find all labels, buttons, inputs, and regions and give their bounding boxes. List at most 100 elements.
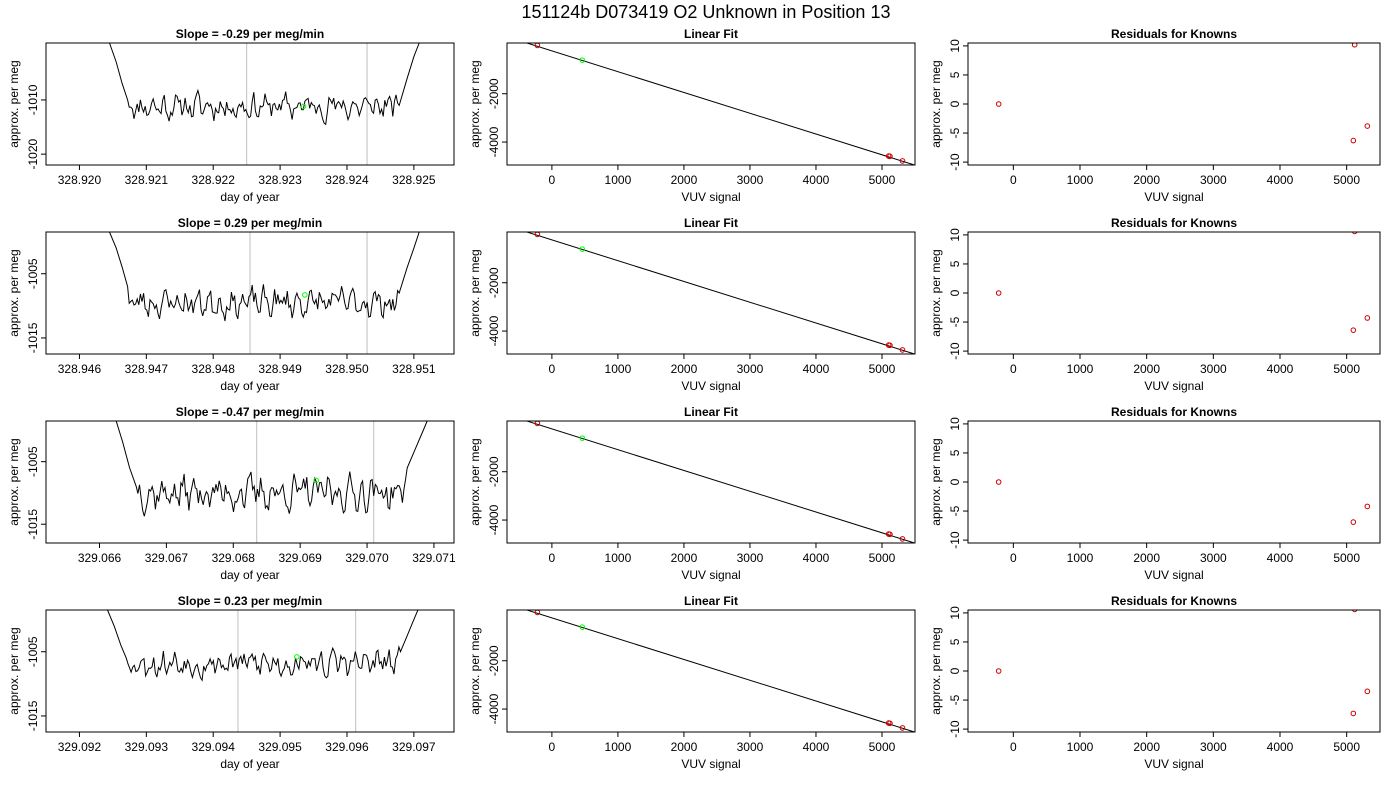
- panel-2-1: Linear Fit 0 1000 2000 3000 4000 5000 -2000 -400…: [468, 405, 916, 582]
- x-tick-label: 3000: [737, 173, 764, 187]
- plot-frame: [967, 42, 1381, 166]
- x-tick-label: 3000: [1200, 173, 1227, 187]
- x-tick-label: 328.921: [125, 173, 169, 187]
- x-tick-label: 328.948: [192, 362, 236, 376]
- x-tick-label: 328.923: [258, 173, 302, 187]
- plot-area: [995, 610, 1371, 717]
- residual-point: [1364, 688, 1371, 695]
- plot-frame: [967, 420, 1381, 544]
- y-axis-label: approx. per meg: [929, 627, 943, 714]
- y-axis-label: approx. per meg: [7, 60, 21, 147]
- known-point: [899, 536, 906, 542]
- plot-area: [109, 43, 420, 165]
- x-axis-label: VUV signal: [1144, 757, 1203, 771]
- x-tick-label: 4000: [1267, 173, 1294, 187]
- panel-2-0: Slope = -0.47 per meg/min 329.066 329.067 3…: [7, 405, 456, 582]
- plot-area: [995, 479, 1371, 525]
- mean-marker: [300, 103, 307, 110]
- panel-title: Residuals for Knowns: [1111, 27, 1237, 41]
- y-tick-label: -5: [948, 505, 962, 516]
- residual-point: [1364, 503, 1371, 510]
- panel-title: Slope = 0.29 per meg/min: [178, 216, 322, 230]
- known-point: [899, 158, 906, 164]
- panel-title: Residuals for Knowns: [1111, 405, 1237, 419]
- plot-area: [995, 43, 1371, 144]
- panel-3-0: Slope = 0.23 per meg/min 329.092 329.093 32…: [7, 594, 455, 771]
- panel-title: Residuals for Knowns: [1111, 594, 1237, 608]
- y-tick-label: -4000: [487, 504, 501, 535]
- mean-marker: [313, 477, 320, 484]
- plot-area: [525, 421, 915, 543]
- y-tick-label: 5: [948, 71, 962, 78]
- panel-title: Linear Fit: [684, 216, 738, 230]
- residual-point: [995, 479, 1002, 485]
- x-axis-label: VUV signal: [1144, 190, 1203, 204]
- y-tick-label: 10: [948, 39, 962, 53]
- y-tick-label: -10: [948, 720, 962, 738]
- plot-area: [109, 232, 420, 354]
- unknown-point: [579, 246, 586, 252]
- plot-frame: [45, 420, 455, 544]
- y-tick-label: -5: [948, 316, 962, 327]
- panel-1-0: Slope = 0.29 per meg/min 328.946 328.947 32…: [7, 216, 455, 393]
- x-tick-label: 0: [1010, 173, 1017, 187]
- panel-title: Slope = -0.29 per meg/min: [176, 27, 324, 41]
- y-tick-label: 10: [948, 417, 962, 431]
- y-axis-label: approx. per meg: [468, 438, 482, 525]
- y-tick-label: 0: [948, 100, 962, 107]
- x-tick-label: 1000: [1067, 740, 1094, 754]
- plot-frame: [45, 42, 455, 166]
- x-tick-label: 0: [1010, 551, 1017, 565]
- plot-frame: [967, 609, 1381, 733]
- panel-title: Linear Fit: [684, 27, 738, 41]
- x-tick-label: 5000: [869, 740, 896, 754]
- panel-0-0: Slope = -0.29 per meg/min 328.920 328.921 3…: [7, 27, 455, 204]
- x-tick-label: 328.922: [192, 173, 236, 187]
- plot-frame: [506, 231, 916, 355]
- y-tick-label: 10: [948, 606, 962, 620]
- residual-point: [995, 101, 1002, 107]
- x-tick-label: 4000: [803, 173, 830, 187]
- residual-point: [1351, 610, 1358, 613]
- x-tick-label: 3000: [1200, 362, 1227, 376]
- x-tick-label: 1000: [605, 362, 632, 376]
- x-tick-label: 2000: [1133, 740, 1160, 754]
- signal-trace: [109, 232, 420, 322]
- x-tick-label: 328.949: [258, 362, 302, 376]
- x-tick-label: 329.096: [325, 740, 369, 754]
- x-tick-label: 4000: [1267, 551, 1294, 565]
- x-tick-label: 329.066: [78, 551, 122, 565]
- x-tick-label: 5000: [1333, 362, 1360, 376]
- x-tick-label: 5000: [1333, 740, 1360, 754]
- x-tick-label: 5000: [869, 551, 896, 565]
- residual-point: [995, 668, 1002, 674]
- x-tick-label: 2000: [1133, 362, 1160, 376]
- x-tick-label: 4000: [1267, 362, 1294, 376]
- y-axis-label: approx. per meg: [468, 627, 482, 714]
- fit-line: [525, 421, 915, 543]
- fit-line: [525, 232, 915, 354]
- known-point: [887, 720, 893, 727]
- y-axis-label: approx. per meg: [468, 249, 482, 336]
- plot-frame: [967, 231, 1381, 355]
- y-tick-label: -2000: [487, 645, 501, 676]
- mean-marker: [294, 654, 300, 660]
- plot-area: [995, 232, 1371, 333]
- plot-frame: [506, 42, 916, 166]
- y-tick-label: 5: [948, 638, 962, 645]
- unknown-point: [579, 57, 586, 63]
- x-axis-label: VUV signal: [681, 568, 740, 582]
- y-tick-label: 0: [948, 667, 962, 674]
- y-tick-label: 0: [948, 478, 962, 485]
- panel-1-1: Linear Fit 0 1000 2000 3000 4000 5000 -2000 -400…: [468, 216, 916, 393]
- unknown-point: [579, 435, 586, 441]
- x-axis-label: VUV signal: [1144, 568, 1203, 582]
- y-axis-label: approx. per meg: [7, 249, 21, 336]
- x-tick-label: 0: [549, 551, 556, 565]
- x-tick-label: 328.946: [58, 362, 102, 376]
- panel-3-1: Linear Fit 0 1000 2000 3000 4000 5000 -2000 -400…: [468, 594, 916, 771]
- x-tick-label: 5000: [1333, 173, 1360, 187]
- y-tick-label: -1010: [26, 84, 40, 115]
- plot-frame: [506, 420, 916, 544]
